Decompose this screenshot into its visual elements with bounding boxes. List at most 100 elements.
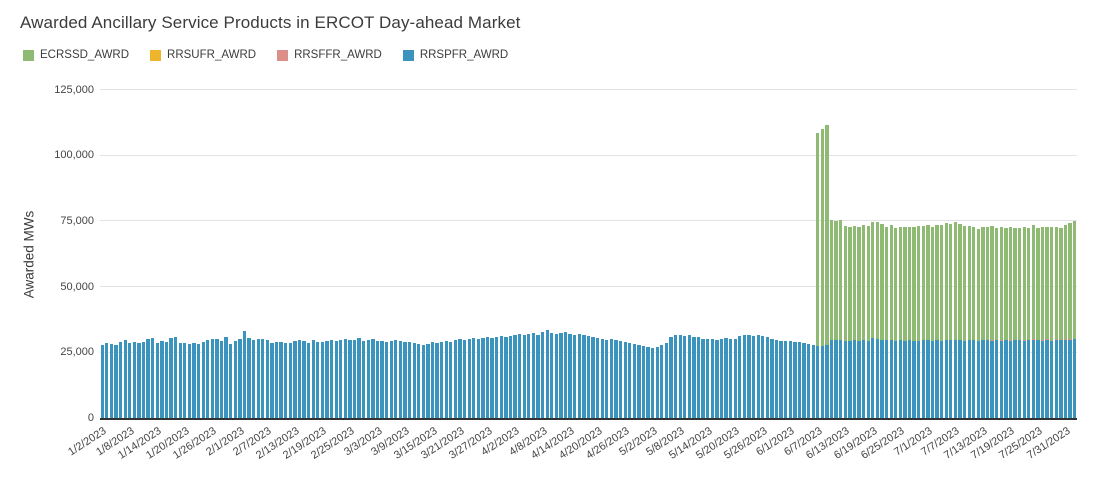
bar-segment-rrspfr_awrd[interactable] (362, 340, 366, 418)
bar-segment-ecrssd_awrd[interactable] (875, 222, 880, 339)
bar-segment-rrspfr_awrd[interactable] (623, 342, 627, 418)
bar-segment-rrspfr_awrd[interactable] (609, 338, 614, 418)
bar-segment-rrspfr_awrd[interactable] (866, 340, 870, 418)
bar-segment-rrspfr_awrd[interactable] (508, 336, 513, 418)
bar-segment-rrspfr_awrd[interactable] (1027, 340, 1031, 418)
bar-segment-rrspfr_awrd[interactable] (453, 339, 458, 418)
bar-segment-rrspfr_awrd[interactable] (903, 340, 907, 418)
bar-segment-ecrssd_awrd[interactable] (930, 226, 935, 341)
bar-segment-rrspfr_awrd[interactable] (784, 341, 788, 418)
bar-segment-rrspfr_awrd[interactable] (155, 343, 159, 418)
bar-segment-rrspfr_awrd[interactable] (981, 340, 985, 418)
bar-segment-rrspfr_awrd[interactable] (843, 340, 847, 418)
bar-segment-rrspfr_awrd[interactable] (628, 343, 632, 418)
bar-segment-rrspfr_awrd[interactable] (724, 338, 728, 418)
bar-segment-ecrssd_awrd[interactable] (1054, 227, 1058, 339)
bar-segment-rrspfr_awrd[interactable] (999, 340, 1003, 418)
bar-segment-ecrssd_awrd[interactable] (1050, 226, 1054, 341)
bar-segment-rrspfr_awrd[interactable] (1013, 340, 1017, 418)
bar-segment-rrsffr_awrd[interactable] (1040, 340, 1045, 341)
bar-segment-ecrssd_awrd[interactable] (829, 219, 834, 340)
bar-segment-rrspfr_awrd[interactable] (811, 344, 815, 418)
bar-segment-rrspfr_awrd[interactable] (357, 338, 361, 418)
bar-segment-rrspfr_awrd[interactable] (132, 342, 136, 418)
bar-segment-rrspfr_awrd[interactable] (641, 345, 646, 418)
bar-segment-ecrssd_awrd[interactable] (839, 220, 843, 341)
bar-segment-rrspfr_awrd[interactable] (403, 342, 407, 418)
bar-segment-rrspfr_awrd[interactable] (375, 340, 380, 418)
bar-segment-rrspfr_awrd[interactable] (550, 332, 554, 418)
bar-segment-rrspfr_awrd[interactable] (962, 340, 967, 418)
bar-segment-ecrssd_awrd[interactable] (871, 222, 875, 339)
bar-segment-rrspfr_awrd[interactable] (536, 334, 540, 418)
bar-segment-rrspfr_awrd[interactable] (513, 335, 517, 418)
bar-segment-ecrssd_awrd[interactable] (917, 225, 921, 341)
bar-segment-rrspfr_awrd[interactable] (485, 337, 490, 418)
bar-segment-rrspfr_awrd[interactable] (857, 340, 861, 418)
legend-item-rrsffr_awrd[interactable]: RRSFFR_AWRD (277, 49, 382, 61)
bar-segment-ecrssd_awrd[interactable] (866, 226, 870, 341)
bar-segment-ecrssd_awrd[interactable] (926, 225, 930, 341)
bar-segment-ecrssd_awrd[interactable] (999, 226, 1003, 340)
bar-segment-rrspfr_awrd[interactable] (173, 336, 178, 418)
bar-segment-rrspfr_awrd[interactable] (192, 342, 196, 418)
bar-segment-rrspfr_awrd[interactable] (1059, 340, 1063, 418)
bar-segment-rrspfr_awrd[interactable] (366, 340, 370, 418)
bar-segment-rrspfr_awrd[interactable] (738, 336, 742, 418)
bar-segment-ecrssd_awrd[interactable] (1031, 225, 1036, 339)
bar-segment-rrsffr_awrd[interactable] (1063, 338, 1068, 340)
bar-segment-rrspfr_awrd[interactable] (141, 341, 146, 418)
bar-segment-ecrssd_awrd[interactable] (825, 124, 829, 346)
bar-segment-ecrssd_awrd[interactable] (848, 227, 852, 342)
bar-segment-rrspfr_awrd[interactable] (274, 342, 279, 418)
bar-segment-ecrssd_awrd[interactable] (1036, 227, 1040, 341)
bar-segment-rrspfr_awrd[interactable] (389, 340, 393, 418)
bar-segment-rrspfr_awrd[interactable] (458, 338, 462, 418)
bar-segment-rrspfr_awrd[interactable] (196, 344, 201, 418)
bar-segment-rrspfr_awrd[interactable] (1045, 340, 1049, 418)
bar-segment-rrspfr_awrd[interactable] (440, 342, 444, 418)
bar-segment-rrspfr_awrd[interactable] (976, 340, 980, 418)
bar-segment-rrspfr_awrd[interactable] (806, 344, 811, 418)
bar-segment-rrspfr_awrd[interactable] (696, 337, 701, 418)
bar-segment-rrspfr_awrd[interactable] (930, 340, 935, 418)
bar-segment-rrspfr_awrd[interactable] (109, 344, 114, 418)
bar-segment-rrspfr_awrd[interactable] (279, 341, 283, 418)
bar-segment-rrspfr_awrd[interactable] (348, 340, 352, 418)
bar-segment-rrspfr_awrd[interactable] (779, 340, 783, 418)
bar-segment-rrspfr_awrd[interactable] (839, 340, 843, 418)
bar-segment-rrspfr_awrd[interactable] (972, 340, 976, 418)
bar-segment-ecrssd_awrd[interactable] (1017, 227, 1022, 340)
bar-segment-ecrssd_awrd[interactable] (981, 226, 985, 341)
bar-segment-rrspfr_awrd[interactable] (238, 338, 242, 418)
bar-segment-rrspfr_awrd[interactable] (728, 339, 733, 418)
bar-segment-rrspfr_awrd[interactable] (907, 340, 912, 418)
bar-segment-ecrssd_awrd[interactable] (949, 224, 953, 341)
bar-segment-rrspfr_awrd[interactable] (256, 339, 260, 418)
bar-segment-ecrssd_awrd[interactable] (935, 224, 939, 341)
bar-segment-rrspfr_awrd[interactable] (100, 344, 104, 418)
bar-segment-rrspfr_awrd[interactable] (871, 338, 875, 418)
bar-segment-ecrssd_awrd[interactable] (962, 225, 967, 341)
bar-segment-rrspfr_awrd[interactable] (1068, 340, 1072, 418)
bar-segment-rrspfr_awrd[interactable] (320, 342, 325, 418)
bar-segment-rrspfr_awrd[interactable] (160, 341, 164, 418)
bar-segment-rrspfr_awrd[interactable] (462, 339, 467, 418)
bar-segment-rrspfr_awrd[interactable] (261, 338, 265, 418)
bar-segment-rrspfr_awrd[interactable] (816, 346, 820, 418)
bar-segment-rrspfr_awrd[interactable] (673, 335, 678, 418)
bar-segment-rrspfr_awrd[interactable] (774, 339, 779, 418)
bar-segment-rrspfr_awrd[interactable] (325, 340, 329, 418)
bar-segment-rrspfr_awrd[interactable] (651, 347, 655, 418)
bar-segment-ecrssd_awrd[interactable] (921, 225, 925, 341)
bar-segment-rrspfr_awrd[interactable] (802, 342, 806, 418)
bar-segment-rrspfr_awrd[interactable] (683, 336, 687, 418)
legend-item-rrspfr_awrd[interactable]: RRSPFR_AWRD (402, 49, 508, 61)
bar-segment-rrspfr_awrd[interactable] (669, 336, 673, 418)
bar-segment-rrspfr_awrd[interactable] (334, 340, 338, 418)
bar-segment-ecrssd_awrd[interactable] (834, 220, 838, 341)
bar-segment-ecrssd_awrd[interactable] (1059, 227, 1063, 341)
bar-segment-ecrssd_awrd[interactable] (880, 224, 884, 340)
bar-segment-rrspfr_awrd[interactable] (316, 341, 320, 418)
bar-segment-rrspfr_awrd[interactable] (343, 339, 347, 418)
